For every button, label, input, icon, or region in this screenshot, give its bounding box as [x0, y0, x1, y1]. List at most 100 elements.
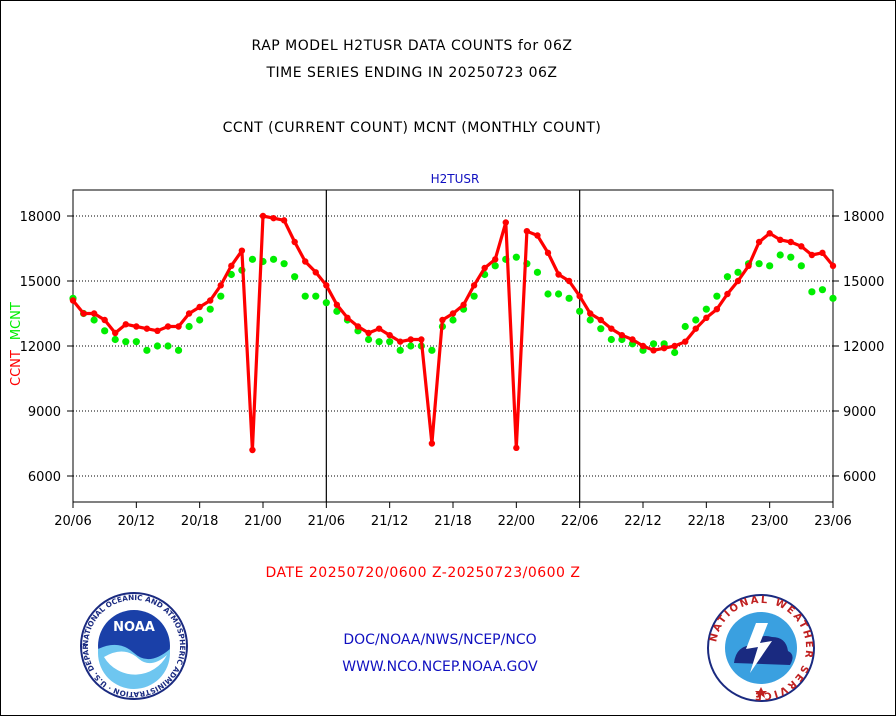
date-range-label: DATE 20250720/0600 Z-20250723/0600 Z	[265, 565, 581, 581]
data-point-ccnt	[196, 303, 203, 311]
data-point-ccnt	[502, 219, 509, 226]
data-point-mcnt	[776, 251, 784, 259]
data-point-mcnt	[576, 307, 584, 315]
noaa-logo: NATIONAL OCEANIC AND ATMOSPHERIC ADMINIS…	[79, 591, 188, 700]
x-tick-label: 21/18	[434, 514, 471, 529]
y-tick-label-right: 12000	[843, 340, 884, 355]
org-label: DOC/NOAA/NWS/NCEP/NCO	[343, 632, 537, 648]
data-point-mcnt	[554, 290, 563, 298]
url-link[interactable]: WWW.NCO.NCEP.NOAA.GOV	[342, 659, 538, 675]
y-tick-label-right: 9000	[843, 405, 876, 420]
data-point-mcnt	[185, 322, 193, 331]
data-point-ccnt	[133, 323, 140, 330]
data-point-ccnt	[302, 258, 309, 265]
data-point-ccnt	[755, 238, 763, 246]
data-point-ccnt	[354, 323, 362, 330]
y-tick-label-right: 15000	[843, 275, 884, 290]
data-point-ccnt	[112, 329, 119, 337]
data-point-mcnt	[544, 290, 552, 298]
data-point-mcnt	[248, 255, 257, 263]
data-point-ccnt	[703, 314, 710, 322]
data-point-ccnt	[639, 342, 647, 350]
data-point-ccnt	[470, 282, 478, 289]
data-point-ccnt	[682, 338, 689, 345]
data-point-ccnt	[312, 269, 319, 276]
data-point-mcnt	[122, 338, 130, 346]
data-point-mcnt	[597, 325, 605, 333]
data-point-mcnt	[755, 260, 763, 268]
data-point-ccnt	[217, 282, 224, 289]
x-tick-label: 20/06	[54, 514, 91, 529]
noaa-logo-text: NOAA	[113, 620, 155, 635]
data-point-mcnt	[671, 348, 679, 357]
data-point-ccnt	[660, 344, 668, 352]
x-tick-label: 23/00	[751, 514, 788, 529]
y-tick-label-right: 18000	[843, 210, 884, 225]
data-point-ccnt	[650, 347, 657, 354]
data-point-mcnt	[766, 262, 774, 270]
data-point-ccnt	[713, 305, 721, 313]
data-point-ccnt	[534, 232, 541, 239]
data-point-ccnt	[492, 256, 499, 263]
data-point-ccnt	[397, 338, 404, 345]
data-point-mcnt	[449, 316, 457, 324]
chart-title-line1: RAP MODEL H2TUSR DATA COUNTS for 06Z	[251, 38, 573, 54]
data-point-mcnt	[132, 338, 140, 346]
data-point-mcnt	[491, 262, 499, 270]
x-tick-label: 21/12	[371, 514, 408, 529]
data-point-ccnt	[428, 440, 436, 447]
data-point-mcnt	[101, 327, 109, 335]
data-point-ccnt	[734, 277, 742, 285]
data-point-mcnt	[808, 288, 816, 296]
data-point-ccnt	[523, 227, 531, 235]
data-point-ccnt	[185, 310, 193, 317]
data-point-ccnt	[787, 238, 794, 246]
chart-subtitle: CCNT (CURRENT COUNT) MCNT (MONTHLY COUNT…	[222, 120, 602, 136]
data-point-ccnt	[154, 327, 161, 335]
data-point-mcnt	[280, 260, 288, 268]
data-point-mcnt	[407, 342, 415, 350]
data-point-ccnt	[766, 230, 773, 237]
data-point-mcnt	[396, 346, 404, 354]
data-point-mcnt	[681, 322, 689, 331]
data-point-mcnt	[787, 253, 795, 261]
data-point-ccnt	[565, 277, 573, 285]
data-point-ccnt	[344, 314, 351, 322]
data-point-mcnt	[153, 342, 162, 350]
data-point-ccnt	[587, 310, 594, 317]
data-point-mcnt	[470, 292, 478, 300]
data-point-mcnt	[734, 268, 742, 276]
data-point-ccnt	[418, 336, 425, 343]
data-point-ccnt	[439, 316, 446, 324]
y-tick-label-left: 12000	[20, 340, 61, 355]
y-axis-label: CCNT MCNT	[9, 302, 24, 386]
series-layer	[69, 212, 837, 454]
plot-title: H2TUSR	[431, 172, 480, 186]
data-point-ccnt	[90, 310, 98, 317]
data-point-ccnt	[576, 292, 583, 300]
data-point-ccnt	[481, 264, 488, 272]
data-point-ccnt	[333, 301, 341, 309]
data-point-mcnt	[164, 342, 172, 350]
data-point-ccnt	[386, 331, 393, 339]
x-tick-label: 21/06	[308, 514, 345, 529]
data-point-ccnt	[291, 238, 298, 246]
data-point-mcnt	[649, 340, 658, 348]
data-point-mcnt	[90, 316, 98, 324]
data-point-ccnt	[671, 342, 678, 350]
data-point-mcnt	[322, 299, 330, 307]
data-point-mcnt	[301, 292, 309, 300]
data-point-ccnt	[608, 325, 615, 332]
data-point-mcnt	[797, 262, 805, 270]
data-point-ccnt	[692, 325, 699, 332]
x-tick-label: 22/12	[624, 514, 661, 529]
x-tick-label: 22/18	[688, 514, 725, 529]
data-point-ccnt	[629, 336, 636, 343]
data-point-ccnt	[555, 271, 562, 278]
data-point-mcnt	[586, 316, 594, 324]
data-point-mcnt	[217, 292, 225, 300]
series-line-ccnt	[71, 214, 835, 452]
data-point-mcnt	[364, 335, 373, 344]
y-axis-label-mcnt: MCNT	[9, 302, 24, 340]
